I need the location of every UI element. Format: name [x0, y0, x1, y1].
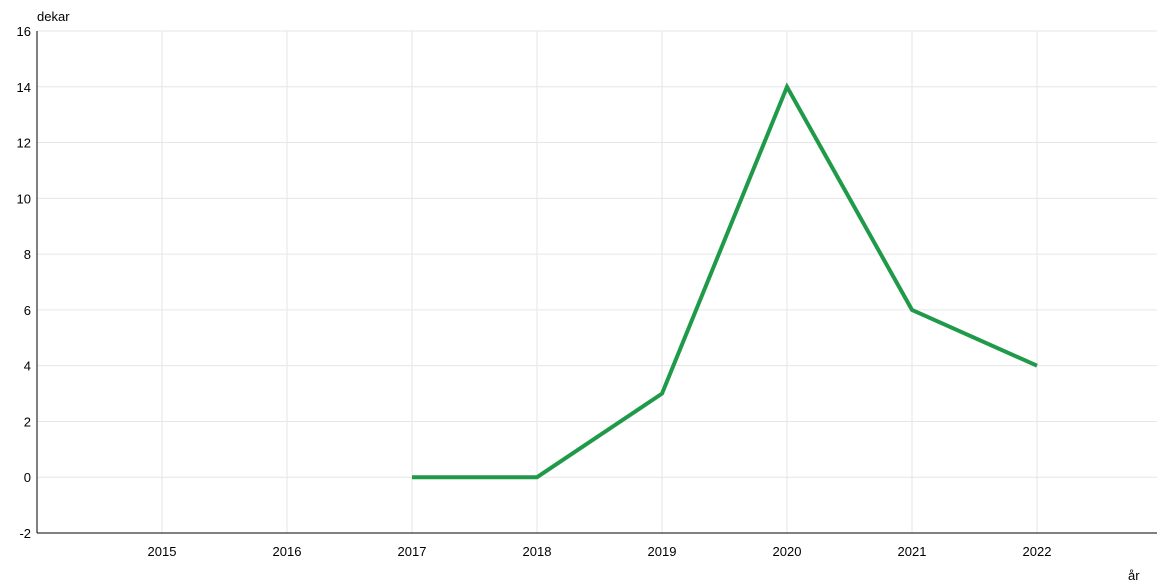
x-tick-label: 2017 [398, 544, 427, 559]
x-tick-label: 2018 [523, 544, 552, 559]
x-axis: 2015 2016 2017 2018 2019 2020 2021 2022 [37, 532, 1157, 559]
x-tick-label: 2015 [148, 544, 177, 559]
series-line [412, 82, 1038, 480]
y-axis: 16 14 12 10 8 6 4 2 0 -2 [17, 24, 38, 541]
y-tick-label: 4 [24, 359, 31, 374]
x-tick-label: 2016 [273, 544, 302, 559]
y-tick-label: 0 [24, 470, 31, 485]
x-tick-label: 2020 [773, 544, 802, 559]
x-tick-label: 2021 [898, 544, 927, 559]
y-tick-label: -2 [19, 526, 31, 541]
y-tick-label: 8 [24, 247, 31, 262]
y-tick-label: 14 [17, 80, 31, 95]
y-tick-label: 2 [24, 414, 31, 429]
y-tick-label: 12 [17, 136, 31, 151]
y-tick-label: 10 [17, 191, 31, 206]
y-tick-label: 6 [24, 303, 31, 318]
x-tick-label: 2022 [1023, 544, 1052, 559]
y-tick-label: 16 [17, 24, 31, 39]
y-axis-title: dekar [37, 9, 70, 24]
x-axis-title: år [1128, 568, 1140, 583]
grid [37, 30, 1157, 533]
series [412, 82, 1038, 480]
x-tick-label: 2019 [648, 544, 677, 559]
